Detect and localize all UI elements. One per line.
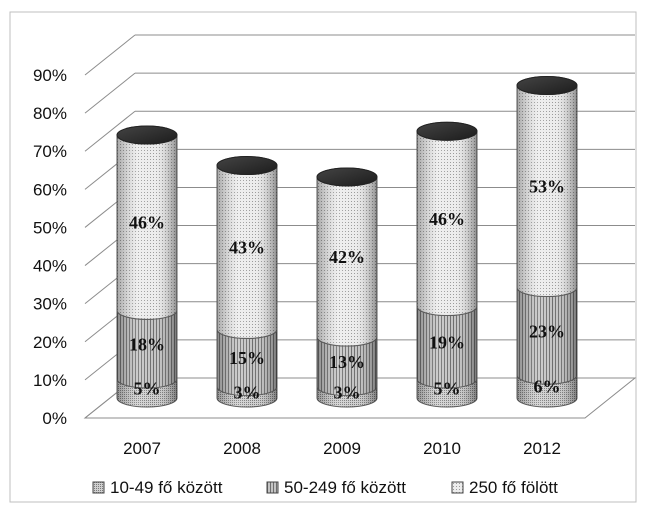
bar-segment-shade (517, 287, 577, 385)
bar-segment-shade (117, 378, 177, 407)
bar-group-2009: 3% 13% 42% (316, 167, 378, 408)
y-tick-label: 30% (33, 295, 67, 314)
y-tick-label: 80% (33, 104, 67, 123)
x-tick-label: 2010 (423, 439, 461, 458)
y-axis-tick-labels: 0% 10% 20% 30% 40% 50% 60% 70% 80% 90% (33, 66, 67, 428)
data-label: 46% (129, 213, 165, 233)
bar-segment-shade (317, 337, 377, 396)
x-tick-label: 2012 (523, 439, 561, 458)
y-tick-label: 90% (33, 66, 67, 85)
data-label: 5% (434, 378, 461, 398)
bar-group-2007: 5% 18% 46% (116, 125, 178, 408)
data-label: 46% (429, 209, 465, 229)
bar-group-2008: 3% 15% 43% (216, 156, 278, 408)
legend-label: 10-49 fő között (110, 478, 223, 497)
legend-label: 250 fő fölött (469, 478, 558, 497)
data-label: 53% (529, 176, 565, 196)
legend-swatch (266, 481, 279, 494)
bar-segment-shade (117, 135, 177, 320)
legend-swatch (92, 481, 105, 494)
data-label: 5% (134, 378, 161, 398)
bar-top-cap (116, 125, 178, 145)
bars: 5% 18% 46% 3% 15% 43% 3% 13% 42% 5% 19% 46% 6% 23% 53% (116, 75, 578, 408)
bar-group-2010: 5% 19% 46% (416, 121, 478, 408)
gridline-diag (84, 34, 136, 76)
y-tick-label: 40% (33, 257, 67, 276)
data-label: 15% (229, 348, 265, 368)
bar-segment-shade (217, 165, 277, 339)
bar-segment-shade (217, 329, 277, 396)
gridline-diag (84, 110, 136, 152)
bar-top-cap (316, 167, 378, 187)
bar-segment-shade (217, 386, 277, 407)
data-label: 13% (329, 352, 365, 372)
data-label: 3% (334, 382, 361, 402)
x-tick-label: 2007 (123, 439, 161, 458)
y-tick-label: 10% (33, 371, 67, 390)
bar-segment-shade (417, 306, 477, 388)
bar-group-2012: 6% 23% 53% (516, 75, 578, 408)
legend-label: 50-249 fő között (284, 478, 406, 497)
bar-top-cap (416, 121, 478, 141)
gridline-diag (84, 72, 136, 114)
bar-segment-shade (117, 310, 177, 388)
bar-segment-shade (517, 85, 577, 297)
data-label: 3% (234, 382, 261, 402)
bar-top-cap (216, 156, 278, 176)
x-tick-label: 2008 (223, 439, 261, 458)
x-tick-label: 2009 (323, 439, 361, 458)
legend: 10-49 fő között 50-249 fő között 250 fő fö… (92, 478, 558, 497)
bar-segment-shade (417, 131, 477, 316)
y-tick-label: 20% (33, 333, 67, 352)
data-label: 23% (529, 321, 565, 341)
y-tick-label: 70% (33, 142, 67, 161)
bar-top-cap (516, 75, 578, 95)
y-tick-label: 0% (42, 409, 67, 428)
bar-segment-shade (317, 176, 377, 347)
data-label: 18% (129, 335, 165, 355)
data-label: 43% (229, 237, 265, 257)
legend-swatch (451, 481, 464, 494)
y-tick-label: 50% (33, 218, 67, 237)
bar-segment-shade (317, 386, 377, 407)
bar-segment-shade (417, 378, 477, 407)
data-label: 6% (534, 377, 561, 397)
data-label: 19% (429, 333, 465, 353)
x-axis-tick-labels: 2007 2008 2009 2010 2012 (123, 439, 561, 458)
y-tick-label: 60% (33, 180, 67, 199)
data-label: 42% (329, 247, 365, 267)
